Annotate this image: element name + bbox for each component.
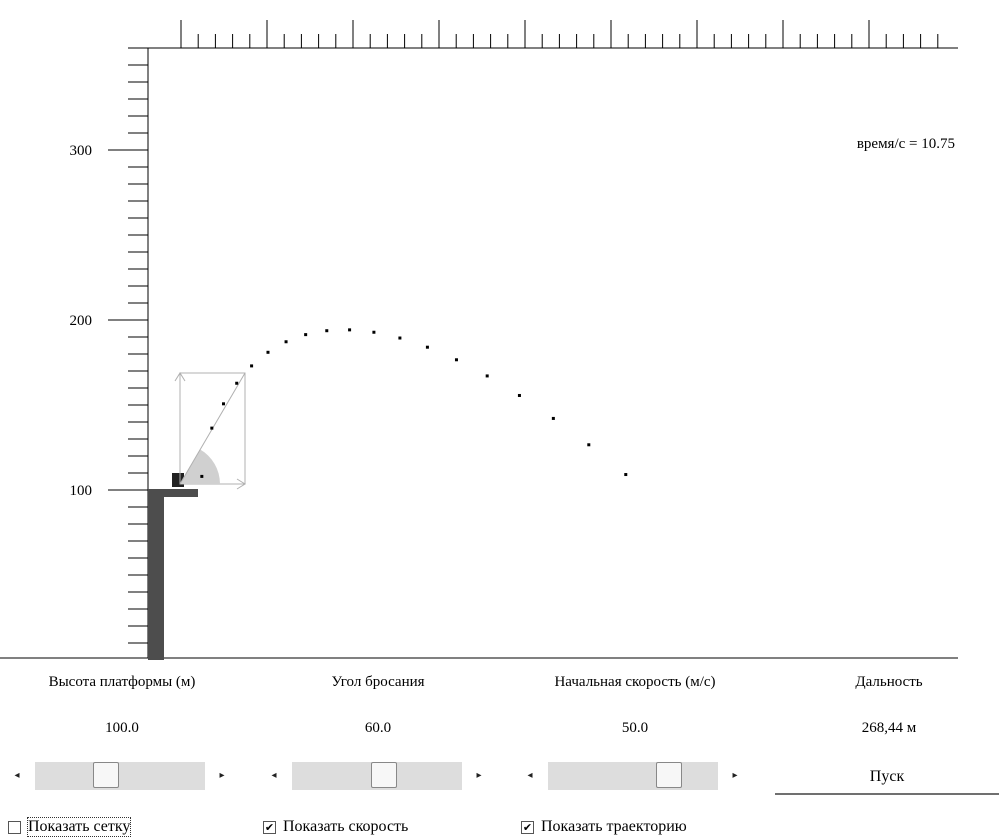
time-readout: время/с = 10.75	[857, 136, 955, 152]
platform-pillar	[148, 490, 164, 660]
slider-left-arrow-icon[interactable]: ◂	[527, 770, 533, 781]
slider-thumb[interactable]	[656, 762, 682, 788]
speed-label: Начальная скорость (м/с)	[554, 674, 716, 690]
axes: 100 200 300	[0, 20, 958, 659]
trajectory-point	[624, 473, 628, 477]
slider-left-arrow-icon[interactable]: ◂	[271, 770, 277, 781]
y-tick-label: 200	[70, 313, 93, 329]
trajectory-point	[325, 329, 329, 333]
checkbox-box[interactable]	[8, 821, 21, 834]
range-label: Дальность	[855, 674, 923, 690]
range-value: 268,44 м	[861, 720, 917, 736]
height-slider[interactable]: ◂ ▸	[5, 760, 240, 792]
trajectory-point	[398, 336, 402, 340]
angle-value: 60.0	[364, 720, 392, 736]
platform-top	[148, 489, 198, 497]
vy-arrow-icon	[174, 372, 186, 382]
trajectory-point	[551, 416, 555, 420]
slider-track[interactable]	[548, 762, 718, 790]
vx-arrow-icon	[236, 478, 246, 490]
start-button[interactable]: Пуск	[775, 758, 999, 795]
trajectory-point	[485, 374, 489, 378]
trajectory-point	[284, 340, 288, 344]
checkbox-label[interactable]: Показать сетку	[26, 817, 132, 837]
y-tick-label: 300	[70, 143, 93, 159]
trajectory-point	[587, 443, 591, 447]
slider-thumb[interactable]	[371, 762, 398, 788]
slider-right-arrow-icon[interactable]: ▸	[219, 770, 225, 781]
trajectory-point	[250, 364, 254, 368]
checkbox-box[interactable]: ✔	[521, 821, 534, 834]
slider-track[interactable]	[35, 762, 205, 790]
y-tick-label: 100	[70, 483, 93, 499]
height-label: Высота платформы (м)	[48, 674, 196, 690]
checkbox-label[interactable]: Показать скорость	[283, 818, 409, 835]
speed-value: 50.0	[621, 720, 649, 736]
angle-slider[interactable]: ◂ ▸	[262, 760, 497, 792]
plot-area: 100 200 300 время/с = 10.75	[0, 20, 958, 660]
slider-right-arrow-icon[interactable]: ▸	[732, 770, 738, 781]
trajectory-point	[200, 474, 204, 478]
trajectory-point	[517, 393, 521, 397]
height-value: 100.0	[105, 720, 139, 736]
checkbox-box[interactable]: ✔	[263, 821, 276, 834]
speed-slider[interactable]: ◂ ▸	[518, 760, 753, 792]
slider-thumb[interactable]	[92, 762, 119, 788]
trajectory-point	[425, 345, 429, 349]
checkbox-label[interactable]: Показать траекторию	[541, 818, 687, 835]
trajectory-point	[222, 402, 226, 406]
angle-arc	[180, 449, 220, 484]
platform	[148, 473, 198, 660]
slider-left-arrow-icon[interactable]: ◂	[14, 770, 20, 781]
velocity-vector	[174, 372, 246, 490]
slider-right-arrow-icon[interactable]: ▸	[476, 770, 482, 781]
trajectory-point	[348, 328, 352, 332]
trajectory-point	[304, 333, 308, 337]
angle-label: Угол бросания	[331, 674, 425, 690]
trajectory-point	[210, 426, 214, 430]
trajectory-point	[454, 358, 458, 362]
trajectory-point	[235, 381, 239, 385]
trajectory-point	[372, 330, 376, 334]
trajectory	[200, 328, 628, 478]
trajectory-point	[266, 350, 270, 354]
